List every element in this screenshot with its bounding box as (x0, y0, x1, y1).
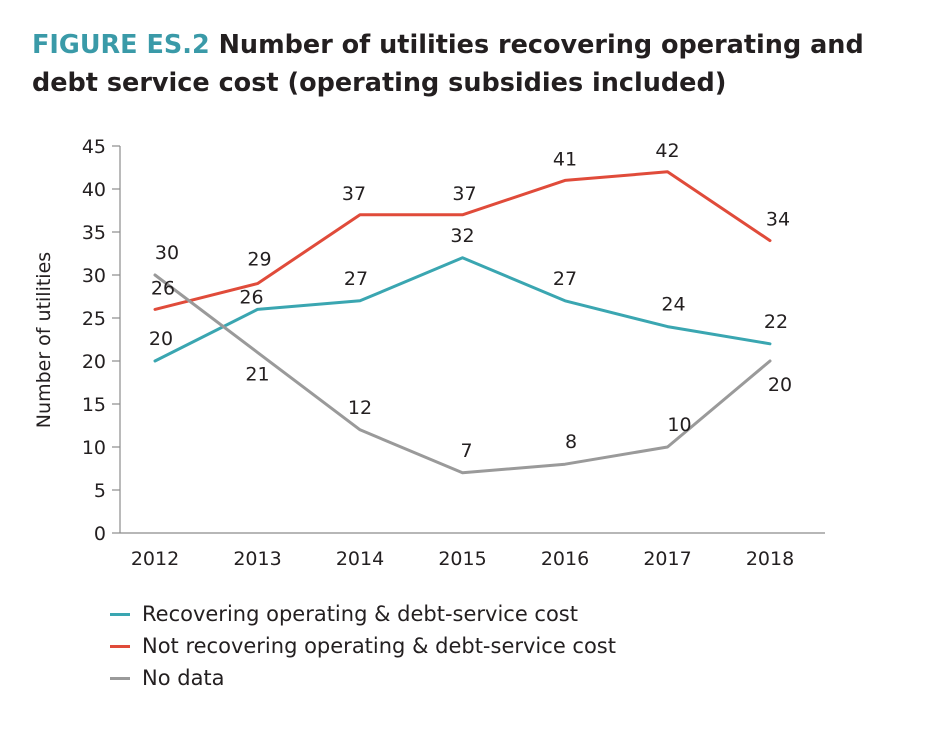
data-label-recovering-operating-debt-service-cost: 27 (344, 268, 368, 290)
legend-item-not-recovering: Not recovering operating & debt-service … (110, 630, 616, 662)
series-line-not-recovering-operating-debt-service-cost (153, 170, 772, 311)
legend-swatch-not-recovering (110, 644, 130, 648)
data-label-recovering-operating-debt-service-cost: 32 (450, 225, 474, 247)
x-tick-label: 2017 (643, 548, 691, 570)
data-label-no-data: 30 (155, 242, 179, 264)
data-label-recovering-operating-debt-service-cost: 27 (553, 268, 577, 290)
data-label-no-data: 7 (460, 440, 472, 462)
x-tick-label: 2013 (233, 548, 281, 570)
figure-label: FIGURE ES.2 (32, 30, 210, 60)
data-label-recovering-operating-debt-service-cost: 24 (661, 294, 685, 316)
data-label-no-data: 8 (565, 431, 577, 453)
legend-item-no-data: No data (110, 662, 616, 694)
data-label-recovering-operating-debt-service-cost: 20 (149, 328, 173, 350)
data-label-not-recovering-operating-debt-service-cost: 37 (452, 183, 476, 205)
legend-item-recovering: Recovering operating & debt-service cost (110, 598, 616, 630)
y-tick-label: 40 (82, 179, 106, 201)
legend: Recovering operating & debt-service cost… (110, 598, 616, 694)
data-label-recovering-operating-debt-service-cost: 26 (239, 286, 263, 308)
data-label-not-recovering-operating-debt-service-cost: 42 (655, 140, 679, 162)
chart-title: FIGURE ES.2 Number of utilities recoveri… (32, 26, 892, 102)
data-label-not-recovering-operating-debt-service-cost: 41 (553, 148, 577, 170)
y-tick-label: 30 (82, 265, 106, 287)
y-tick-label: 5 (94, 480, 106, 502)
series-line-no-data (153, 273, 772, 475)
legend-label-no-data: No data (142, 666, 225, 690)
data-label-not-recovering-operating-debt-service-cost: 26 (151, 277, 175, 299)
figure-title-text: Number of utilities recovering operating… (32, 30, 864, 98)
legend-swatch-recovering (110, 612, 130, 616)
series-line-recovering-operating-debt-service-cost (153, 256, 772, 363)
data-label-no-data: 10 (667, 414, 691, 436)
data-label-no-data: 12 (348, 397, 372, 419)
legend-label-not-recovering: Not recovering operating & debt-service … (142, 634, 616, 658)
x-tick-label: 2016 (541, 548, 589, 570)
data-label-no-data: 20 (768, 374, 792, 396)
x-tick-label: 2015 (438, 548, 486, 570)
data-label-not-recovering-operating-debt-service-cost: 29 (247, 249, 271, 271)
data-label-no-data: 21 (245, 363, 269, 385)
y-tick-label: 20 (82, 351, 106, 373)
x-tick-label: 2014 (336, 548, 384, 570)
y-tick-label: 0 (94, 523, 106, 545)
y-tick-label: 10 (82, 437, 106, 459)
x-tick-label: 2012 (131, 548, 179, 570)
y-tick-label: 15 (82, 394, 106, 416)
y-tick-label: 35 (82, 222, 106, 244)
y-tick-label: 25 (82, 308, 106, 330)
data-label-not-recovering-operating-debt-service-cost: 37 (342, 183, 366, 205)
legend-label-recovering: Recovering operating & debt-service cost (142, 602, 578, 626)
y-axis-title: Number of utilities (33, 252, 55, 428)
legend-swatch-no-data (110, 676, 130, 680)
x-tick-label: 2018 (746, 548, 794, 570)
data-label-not-recovering-operating-debt-service-cost: 34 (766, 209, 790, 231)
data-label-recovering-operating-debt-service-cost: 22 (764, 311, 788, 333)
y-tick-label: 45 (82, 136, 106, 158)
